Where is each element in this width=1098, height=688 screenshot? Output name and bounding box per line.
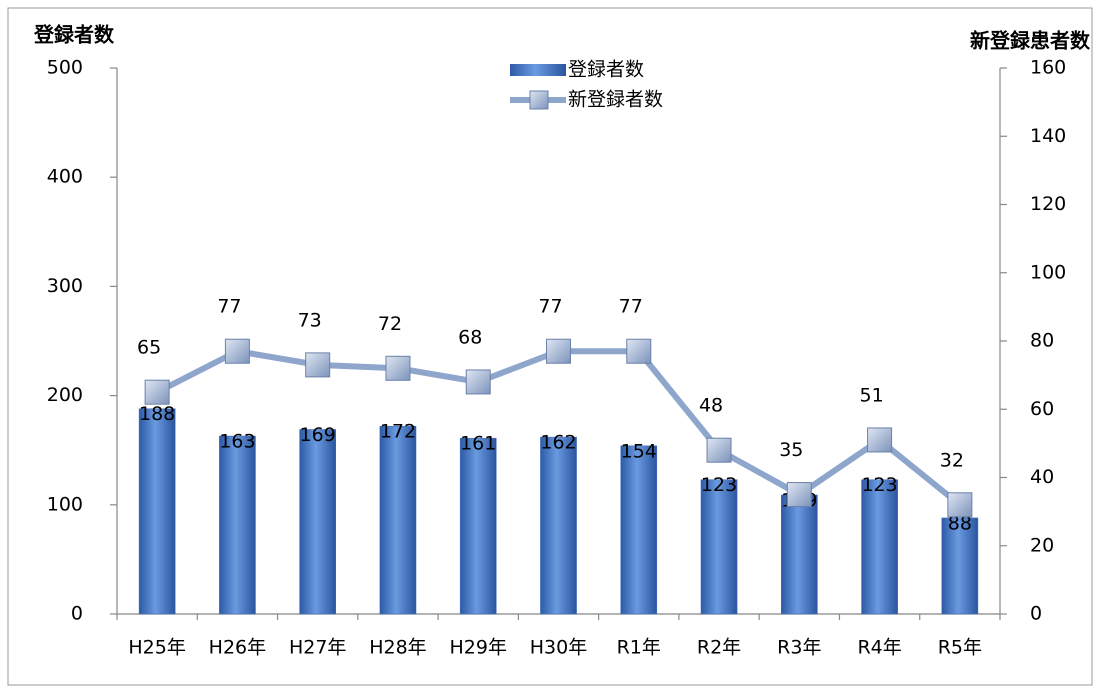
y-tick-label: 300 [47,275,83,297]
line-value-label: 51 [859,384,883,406]
line-value-label: 73 [298,309,322,331]
line-marker [465,369,491,395]
line-marker [385,355,411,381]
line-marker [305,352,331,378]
bar-value-label: 162 [540,432,576,454]
x-tick-label: R3年 [777,637,821,659]
y-tick-label: 0 [71,603,83,625]
line-marker [786,482,812,508]
x-tick-label: R4年 [857,637,901,659]
y2-tick-label: 40 [1030,466,1054,488]
y2-tick-label: 160 [1030,57,1066,79]
x-tick-label: H30年 [530,637,587,659]
y2-tick-label: 60 [1030,398,1054,420]
line-marker [867,427,893,453]
y-axis-title: 登録者数 [33,23,115,47]
legend-swatch [510,64,566,76]
line-value-label: 48 [699,395,723,417]
y2-axis-title: 新登録患者数 [970,29,1091,53]
bar [379,425,417,615]
y2-tick-label: 80 [1030,330,1054,352]
line-marker [947,492,973,518]
bar [299,429,336,615]
bar-value-label: 169 [300,424,336,446]
line-value-label: 65 [137,337,161,359]
line-value-label: 77 [538,296,562,318]
y2-tick-label: 0 [1030,603,1042,625]
line-marker [706,437,732,463]
legend-label: 新登録者数 [568,89,663,111]
bar-value-label: 123 [861,474,897,496]
x-tick-label: R5年 [938,637,982,659]
y2-tick-label: 100 [1030,261,1066,283]
bar [219,435,256,615]
x-tick-label: H27年 [289,637,346,659]
x-tick-label: H29年 [449,637,506,659]
y2-tick-label: 140 [1030,125,1066,147]
bar-value-label: 88 [948,512,972,534]
bar [620,445,658,615]
x-tick-label: H25年 [128,637,185,659]
line-value-label: 77 [619,296,643,318]
bar-value-label: 154 [621,440,657,462]
y-tick-label: 100 [47,493,83,515]
x-tick-label: R1年 [617,637,661,659]
line-value-label: 35 [779,439,803,461]
y-tick-label: 400 [47,166,83,188]
bar [138,408,176,615]
bar [540,436,577,615]
bar [781,494,818,615]
bar-value-label: 161 [460,433,496,455]
line-marker [626,338,652,364]
line-value-label: 77 [217,296,241,318]
bar [861,479,898,615]
bar [459,437,497,615]
bar-value-label: 172 [380,421,416,443]
bar-value-label: 163 [219,431,255,453]
line-value-label: 68 [458,326,482,348]
bar-value-label: 188 [139,403,175,425]
x-tick-label: H28年 [369,637,426,659]
legend-marker [529,90,549,110]
line-marker [144,379,170,405]
y-tick-label: 200 [47,384,83,406]
x-tick-label: H26年 [209,637,266,659]
y2-tick-label: 120 [1030,193,1066,215]
chart-border [7,7,1093,686]
bar [941,517,979,615]
legend-label: 登録者数 [568,59,644,81]
x-tick-label: R2年 [697,637,741,659]
line-marker [224,338,250,364]
bar [700,479,738,615]
line-value-label: 32 [940,449,964,471]
y2-tick-label: 20 [1030,534,1054,556]
line-value-label: 72 [378,313,402,335]
bar-value-label: 123 [701,474,737,496]
y-tick-label: 500 [47,57,83,79]
line-marker [546,338,571,364]
